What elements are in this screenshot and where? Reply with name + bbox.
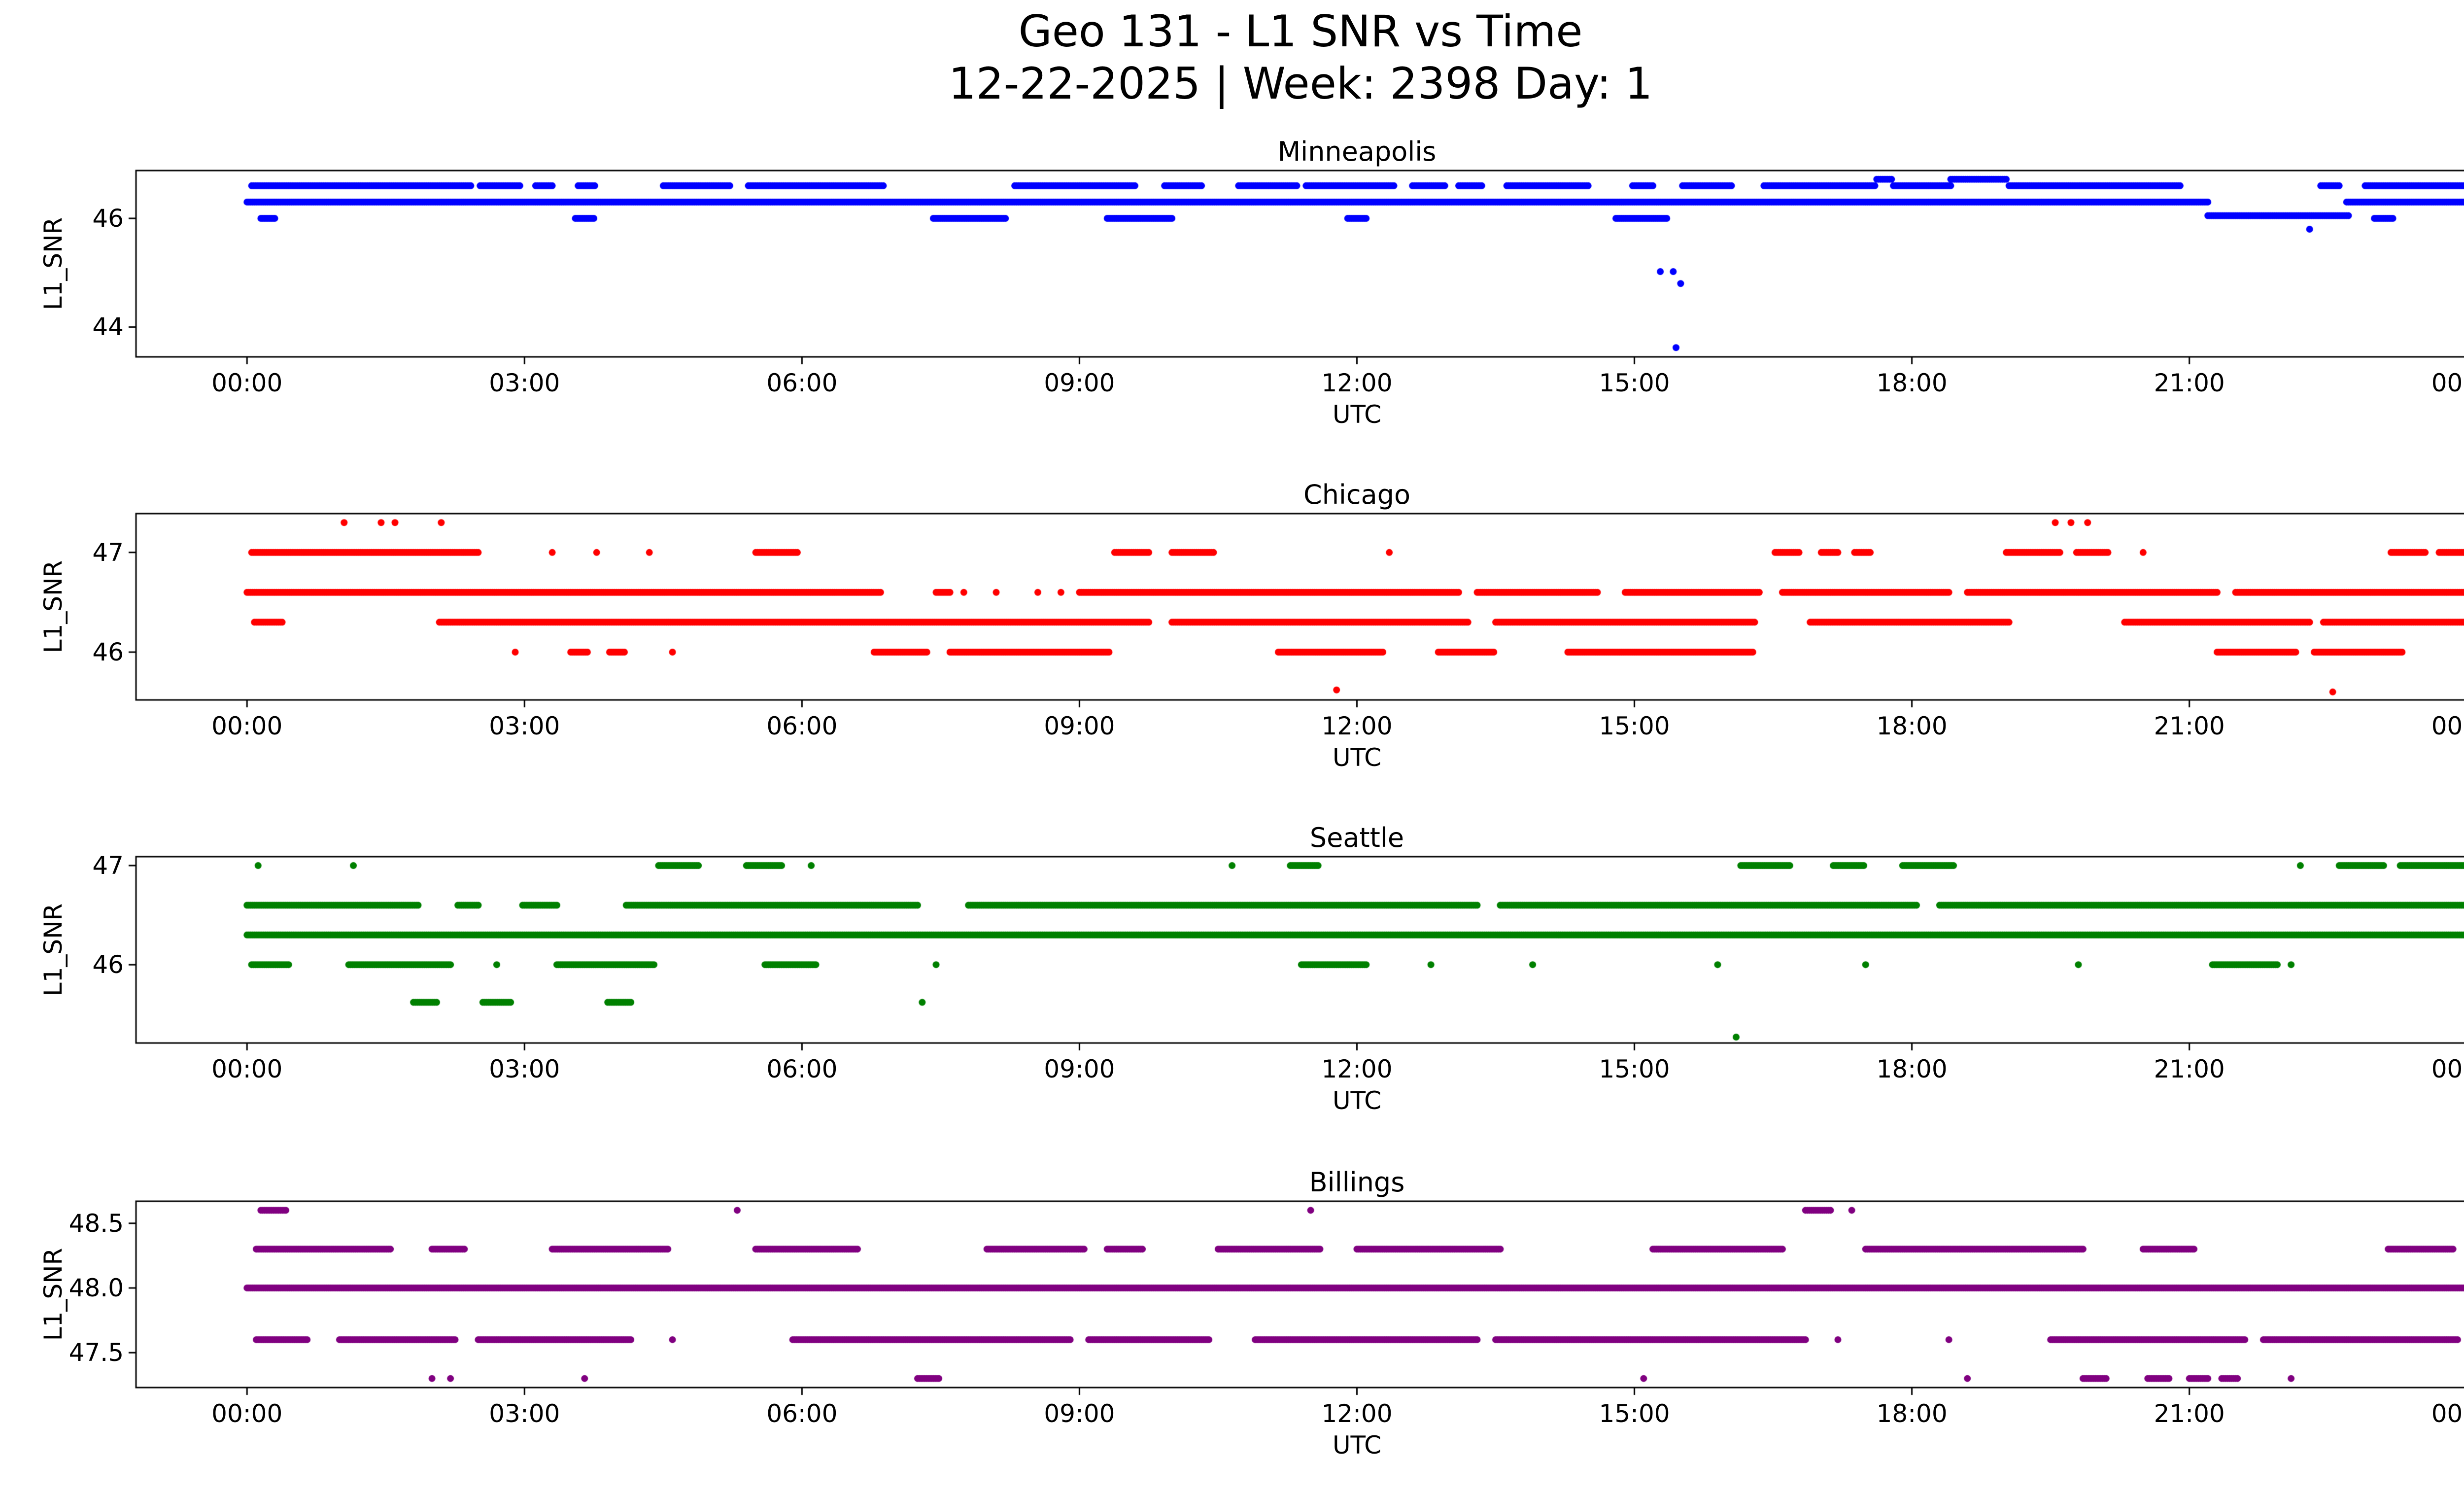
x-tick-label: 18:00 <box>1876 712 1948 740</box>
y-tick-label: 46 <box>92 950 124 979</box>
x-tick-label: 12:00 <box>1321 369 1393 397</box>
x-tick-label: 18:00 <box>1876 1055 1948 1083</box>
y-tick-label: 46 <box>92 637 124 666</box>
x-tick-label: 03:00 <box>489 712 560 740</box>
plot-area <box>121 166 2464 373</box>
figure-title-line2: 12-22-2025 | Week: 2398 Day: 1 <box>948 58 1653 109</box>
plot-area <box>121 1196 2464 1403</box>
x-tick-label: 00:00 <box>211 1399 283 1428</box>
x-tick-label: 18:00 <box>1876 1399 1948 1428</box>
y-tick-label: 47 <box>92 538 124 567</box>
x-tick-label: 00:00 <box>211 712 283 740</box>
x-tick-label: 15:00 <box>1599 1399 1670 1428</box>
subplot-title: Billings <box>1309 1167 1405 1198</box>
y-tick-label: 44 <box>92 313 124 342</box>
x-tick-label: 09:00 <box>1044 1399 1115 1428</box>
y-tick-label: 47 <box>92 851 124 880</box>
x-tick-label: 00:00 <box>211 1055 283 1083</box>
x-tick-label: 21:00 <box>2154 369 2225 397</box>
x-tick-label: 15:00 <box>1599 712 1670 740</box>
x-tick-label: 15:00 <box>1599 369 1670 397</box>
x-tick-label: 09:00 <box>1044 1055 1115 1083</box>
y-tick-label: 48.0 <box>68 1273 124 1302</box>
y-tick-label: 46 <box>92 204 124 233</box>
x-tick-label: 21:00 <box>2154 1399 2225 1428</box>
x-tick-label: 21:00 <box>2154 1055 2225 1083</box>
plot-area <box>121 509 2464 716</box>
figure-title-line1: Geo 131 - L1 SNR vs Time <box>1018 6 1583 57</box>
x-tick-label: 00:00 <box>2431 712 2464 740</box>
x-tick-label: 03:00 <box>489 369 560 397</box>
subplot-title: Chicago <box>1303 479 1411 510</box>
plot-area <box>121 852 2464 1059</box>
y-tick-label: 47.5 <box>68 1338 124 1367</box>
x-axis-label: UTC <box>1332 400 1382 429</box>
x-tick-label: 18:00 <box>1876 369 1948 397</box>
y-tick-label: 48.5 <box>68 1209 124 1238</box>
subplot-title: Minneapolis <box>1277 136 1437 167</box>
subplot-title: Seattle <box>1309 822 1404 853</box>
x-tick-label: 09:00 <box>1044 369 1115 397</box>
x-tick-label: 00:00 <box>2431 369 2464 397</box>
x-tick-label: 15:00 <box>1599 1055 1670 1083</box>
x-axis-label: UTC <box>1332 743 1382 772</box>
x-axis-label: UTC <box>1332 1086 1382 1115</box>
x-tick-label: 12:00 <box>1321 1399 1393 1428</box>
x-tick-label: 06:00 <box>766 712 838 740</box>
x-axis-label: UTC <box>1332 1431 1382 1460</box>
x-tick-label: 00:00 <box>211 369 283 397</box>
x-tick-label: 03:00 <box>489 1399 560 1428</box>
x-tick-label: 00:00 <box>2431 1399 2464 1428</box>
x-tick-label: 21:00 <box>2154 712 2225 740</box>
x-tick-label: 06:00 <box>766 1055 838 1083</box>
x-tick-label: 12:00 <box>1321 712 1393 740</box>
x-tick-label: 12:00 <box>1321 1055 1393 1083</box>
x-tick-label: 06:00 <box>766 369 838 397</box>
x-tick-label: 03:00 <box>489 1055 560 1083</box>
x-tick-label: 00:00 <box>2431 1055 2464 1083</box>
x-tick-label: 09:00 <box>1044 712 1115 740</box>
x-tick-label: 06:00 <box>766 1399 838 1428</box>
